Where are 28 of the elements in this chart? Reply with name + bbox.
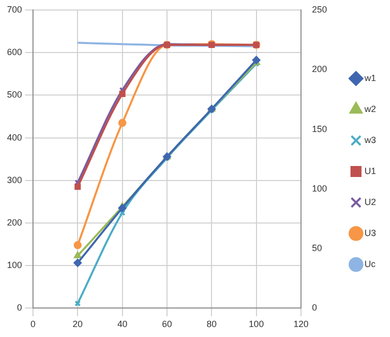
x-tick-label: 120: [293, 319, 308, 330]
x-tick-label: 20: [72, 319, 83, 330]
y2-tick-label: 200: [312, 64, 328, 74]
y2-tick-label: 50: [312, 243, 322, 254]
y2-tick-label: 100: [312, 183, 328, 194]
y-tick-label: 300: [6, 174, 22, 185]
y-tick-label: 600: [6, 47, 22, 58]
legend-label: U1: [364, 166, 376, 176]
legend-label: w1: [363, 72, 376, 83]
x-tick-label: 80: [206, 319, 217, 330]
y2-tick-label: 150: [312, 124, 328, 134]
x-tick-label: 100: [248, 319, 264, 330]
x-tick-label: 0: [30, 319, 36, 330]
y-tick-label: 100: [6, 260, 22, 270]
x-tick-label: 60: [162, 319, 172, 330]
legend-label: U2: [364, 196, 376, 207]
legend-label: w2: [363, 104, 376, 114]
y-tick-label: 700: [6, 4, 22, 14]
y2-tick-label: 250: [312, 4, 328, 14]
legend-label: U3: [364, 228, 376, 238]
x-tick-label: 40: [117, 319, 128, 330]
y-tick-label: 200: [6, 217, 22, 228]
legend-label: Uc: [364, 258, 376, 269]
y-tick-label: 0: [17, 302, 22, 313]
y-tick-label: 400: [6, 132, 22, 142]
y2-tick-label: 0: [312, 302, 317, 313]
y-tick-label: 500: [6, 90, 22, 100]
legend-label: w3: [363, 134, 376, 145]
